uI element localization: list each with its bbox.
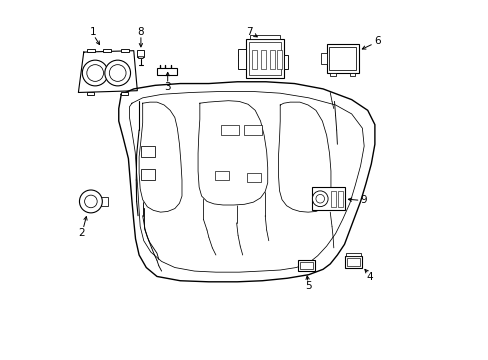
Bar: [326, 44, 358, 73]
Bar: [87, 49, 95, 52]
Text: 5: 5: [304, 282, 311, 292]
Polygon shape: [119, 82, 374, 282]
Circle shape: [82, 60, 108, 86]
Bar: [121, 93, 127, 95]
Circle shape: [315, 194, 324, 203]
Text: 3: 3: [164, 82, 171, 92]
Bar: [283, 55, 287, 69]
Bar: [141, 146, 155, 157]
Bar: [244, 125, 262, 135]
Bar: [247, 173, 261, 182]
Bar: [331, 191, 336, 207]
Bar: [103, 49, 111, 52]
Polygon shape: [78, 51, 137, 93]
Circle shape: [84, 195, 97, 208]
Polygon shape: [198, 101, 267, 205]
Text: 7: 7: [246, 27, 253, 37]
Bar: [260, 50, 266, 69]
Bar: [215, 171, 228, 180]
Bar: [251, 50, 257, 69]
Circle shape: [104, 60, 130, 86]
Bar: [328, 47, 356, 70]
Polygon shape: [139, 102, 182, 212]
Text: 1: 1: [89, 27, 96, 37]
Text: 2: 2: [79, 228, 85, 238]
Circle shape: [109, 65, 126, 81]
Bar: [221, 125, 239, 135]
Bar: [321, 53, 326, 64]
Bar: [276, 50, 282, 69]
Bar: [157, 68, 176, 75]
Bar: [137, 50, 144, 57]
Bar: [121, 49, 129, 52]
Bar: [346, 253, 360, 256]
Text: 8: 8: [137, 27, 144, 37]
Bar: [337, 191, 342, 207]
Polygon shape: [278, 102, 330, 212]
Polygon shape: [138, 57, 143, 59]
Circle shape: [80, 190, 102, 213]
Text: 9: 9: [360, 195, 366, 205]
Bar: [87, 93, 94, 95]
Bar: [269, 50, 275, 69]
Bar: [248, 42, 281, 75]
Text: 6: 6: [373, 36, 380, 46]
Bar: [344, 256, 362, 267]
Bar: [349, 73, 354, 76]
Circle shape: [312, 191, 327, 207]
Bar: [312, 187, 344, 210]
Circle shape: [87, 65, 103, 81]
Bar: [249, 35, 280, 39]
Bar: [141, 169, 155, 180]
Bar: [329, 73, 335, 76]
Text: 4: 4: [366, 272, 372, 282]
Bar: [101, 197, 107, 206]
Bar: [299, 262, 313, 269]
Bar: [346, 258, 360, 266]
Bar: [246, 39, 283, 78]
Bar: [238, 49, 246, 69]
Bar: [298, 260, 315, 271]
